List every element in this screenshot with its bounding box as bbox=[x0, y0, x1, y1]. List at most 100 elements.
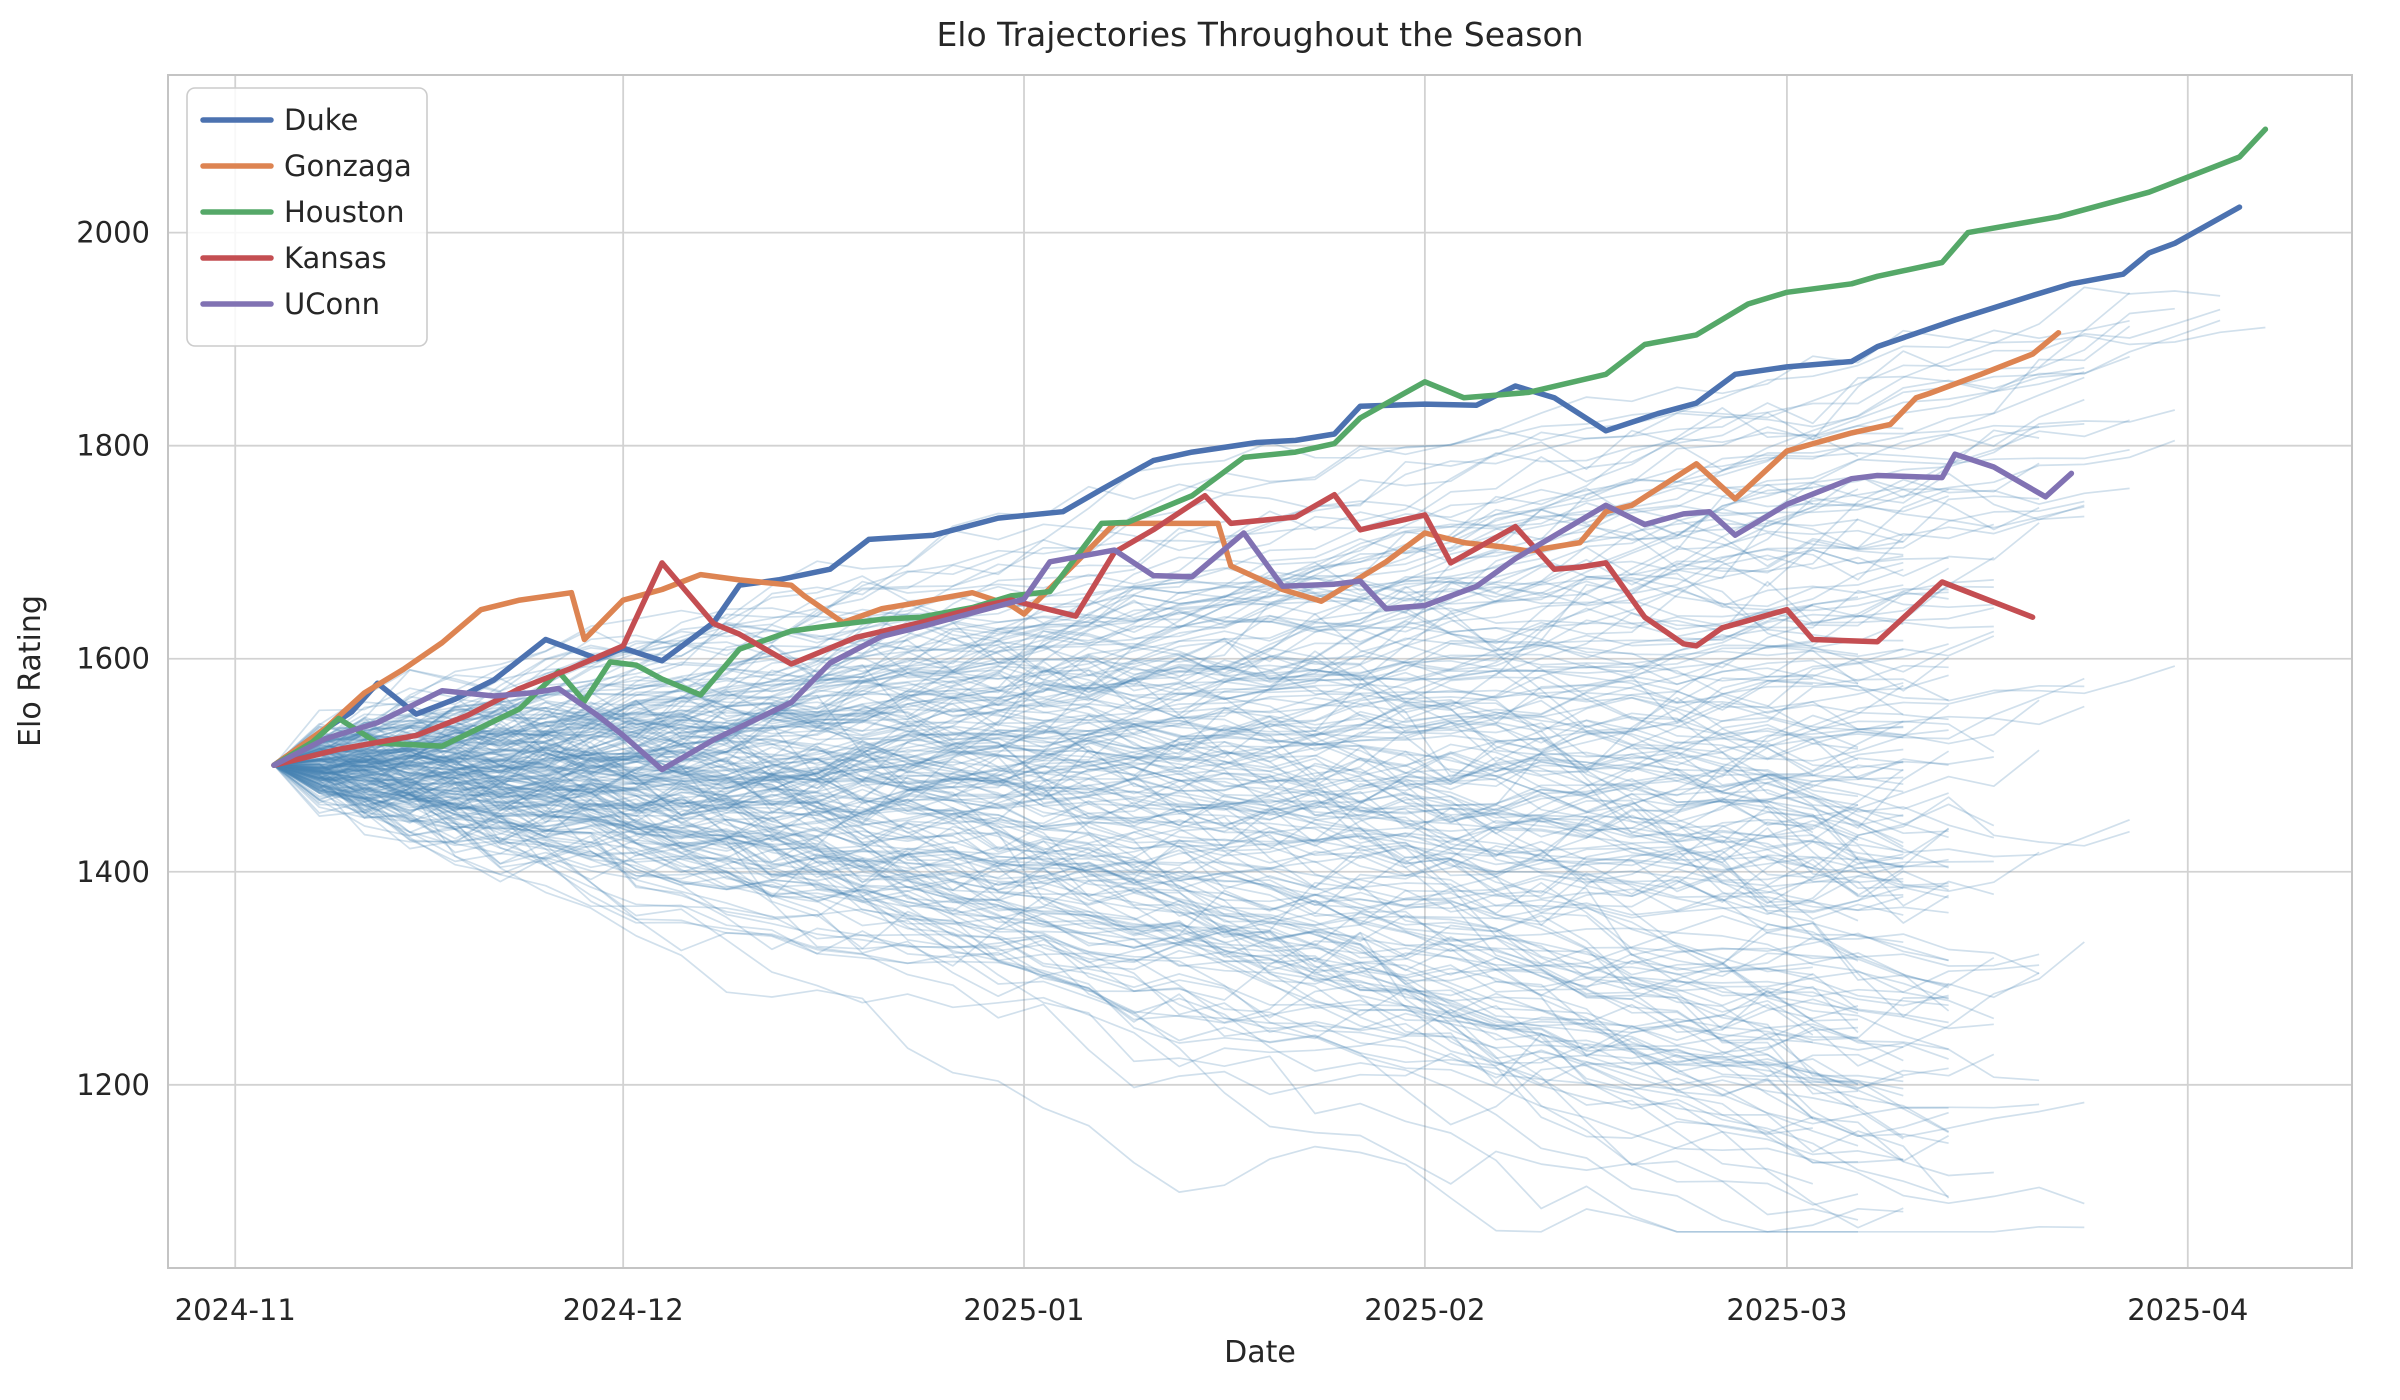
background-trajectory bbox=[273, 724, 1949, 869]
background-trajectory bbox=[273, 286, 2221, 767]
background-trajectory bbox=[273, 733, 1994, 1177]
legend-item-gonzaga: Gonzaga bbox=[200, 149, 412, 183]
background-trajectory bbox=[273, 724, 1859, 1030]
background-trajectory bbox=[273, 764, 1904, 893]
background-trajectory bbox=[273, 764, 1949, 1134]
legend-item-houston: Houston bbox=[200, 195, 405, 229]
background-trajectory bbox=[273, 697, 1995, 800]
x-tick-label: 2024-11 bbox=[175, 1293, 296, 1327]
background-trajectory bbox=[273, 729, 2040, 975]
background-trajectory bbox=[273, 685, 1949, 813]
y-tick-label: 2000 bbox=[76, 216, 150, 250]
background-trajectory bbox=[273, 308, 2221, 779]
background-trajectory bbox=[273, 754, 1949, 1024]
background-trajectory bbox=[273, 591, 1949, 767]
background-trajectory bbox=[273, 760, 1813, 830]
background-trajectory bbox=[273, 764, 2085, 1233]
background-trajectory bbox=[273, 736, 1904, 898]
background-trajectory bbox=[273, 764, 1995, 1020]
background-trajectory bbox=[273, 748, 1904, 903]
background-trajectory bbox=[273, 371, 2085, 766]
background-trajectory bbox=[273, 764, 2040, 967]
background-trajectory bbox=[273, 649, 2040, 766]
background-trajectory bbox=[273, 582, 1904, 785]
background-trajectory bbox=[273, 732, 1904, 1233]
background-trajectory bbox=[273, 448, 2130, 767]
background-trajectory bbox=[273, 764, 2040, 1007]
background-trajectory bbox=[273, 292, 2131, 796]
background-trajectory bbox=[273, 472, 2085, 766]
background-trajectory bbox=[273, 745, 1904, 848]
background-trajectory bbox=[273, 764, 1949, 919]
highlighted-series bbox=[271, 126, 2269, 773]
background-trajectory bbox=[273, 487, 1813, 771]
background-trajectory bbox=[273, 764, 1949, 1060]
background-trajectory bbox=[273, 639, 1859, 806]
background-trajectory bbox=[273, 684, 1904, 837]
background-trajectory bbox=[273, 588, 1949, 789]
legend-label-kansas: Kansas bbox=[284, 241, 387, 275]
background-trajectory bbox=[273, 567, 1950, 768]
background-trajectory bbox=[273, 659, 1949, 779]
background-trajectory bbox=[274, 746, 1904, 897]
background-trajectory bbox=[273, 740, 1949, 1007]
background-trajectory bbox=[273, 698, 1950, 767]
background-trajectory bbox=[273, 679, 1813, 767]
series-line-kansas bbox=[271, 491, 2036, 768]
background-trajectory bbox=[273, 764, 1904, 911]
background-trajectory bbox=[273, 764, 1949, 989]
background-trajectory bbox=[273, 495, 1949, 794]
background-trajectory bbox=[273, 503, 2085, 770]
background-trajectory bbox=[273, 523, 1995, 773]
background-trajectory bbox=[273, 500, 2085, 782]
background-trajectory bbox=[273, 764, 1949, 1051]
background-trajectory bbox=[273, 764, 1995, 1090]
background-trajectory bbox=[273, 686, 1904, 772]
background-trajectory bbox=[273, 589, 1994, 766]
background-trajectory bbox=[273, 689, 1904, 827]
background-trajectory bbox=[273, 764, 2085, 1067]
x-tick-label: 2024-12 bbox=[563, 1293, 684, 1327]
background-trajectory bbox=[273, 700, 1949, 782]
background-trajectory bbox=[273, 763, 1995, 987]
background-trajectory bbox=[273, 764, 1813, 1044]
background-trajectory bbox=[273, 744, 2040, 1082]
background-trajectory bbox=[273, 648, 1904, 770]
background-trajectory bbox=[273, 764, 2040, 1125]
background-trajectory bbox=[273, 724, 1859, 842]
background-trajectory bbox=[273, 747, 1949, 920]
background-trajectory bbox=[273, 764, 1950, 1199]
background-trajectory bbox=[273, 573, 1950, 798]
background-trajectory bbox=[273, 439, 2176, 766]
background-trajectory bbox=[273, 749, 1904, 916]
background-trajectory bbox=[273, 702, 1904, 1049]
background-trajectory bbox=[273, 732, 1904, 884]
background-trajectory bbox=[273, 607, 1950, 867]
background-trajectory bbox=[273, 751, 1949, 839]
y-tick-label: 1800 bbox=[76, 429, 150, 463]
background-trajectory bbox=[273, 764, 1950, 1012]
background-trajectory bbox=[273, 764, 1904, 985]
background-trajectory bbox=[273, 763, 2130, 858]
background-trajectory bbox=[273, 764, 1859, 1164]
background-trajectory bbox=[273, 723, 1904, 818]
background-trajectory bbox=[273, 483, 1814, 766]
background-trajectory bbox=[273, 764, 1904, 1097]
background-trajectory bbox=[273, 748, 1904, 826]
legend-frame bbox=[186, 87, 428, 347]
background-trajectory bbox=[273, 754, 1995, 925]
legend-item-kansas: Kansas bbox=[200, 241, 387, 275]
background-trajectory bbox=[273, 764, 1814, 1040]
background-trajectory bbox=[273, 639, 1904, 787]
y-tick-label: 1600 bbox=[76, 642, 150, 676]
background-trajectory bbox=[273, 620, 1859, 768]
background-trajectory bbox=[273, 548, 1904, 767]
background-trajectory bbox=[273, 764, 1904, 1090]
background-trajectory bbox=[273, 764, 2085, 1205]
background-trajectory bbox=[273, 725, 1949, 1086]
background-trajectory bbox=[273, 701, 1859, 828]
background-trajectory bbox=[273, 579, 1994, 767]
background-trajectory bbox=[273, 761, 1904, 860]
